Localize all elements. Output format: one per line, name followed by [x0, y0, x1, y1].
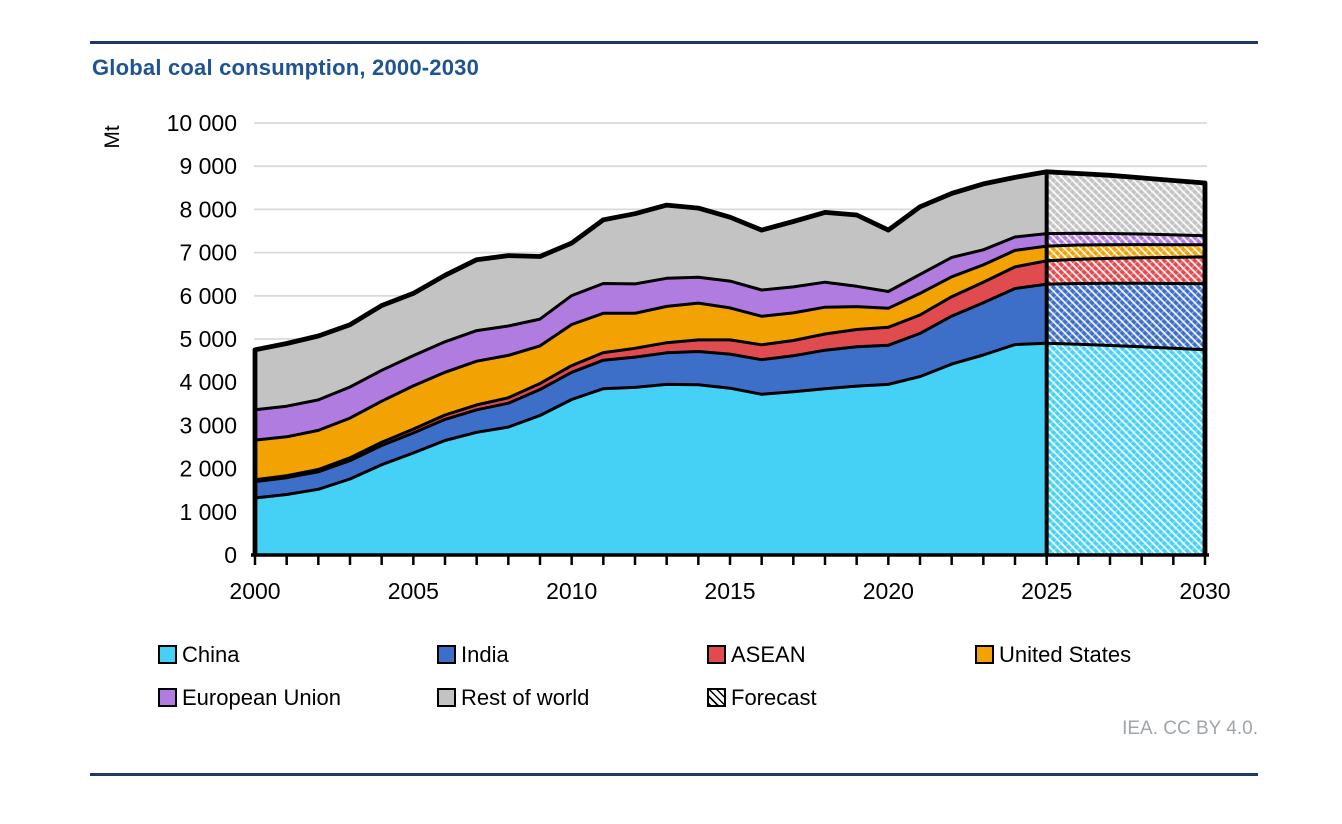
x-tick-label: 2000	[229, 578, 280, 604]
legend-color-swatch-icon	[437, 688, 456, 707]
y-tick-label: 6 000	[179, 283, 237, 309]
x-tick-label: 2020	[863, 578, 914, 604]
area-rest-of-world	[255, 171, 1205, 410]
y-tick-label: 4 000	[179, 369, 237, 395]
y-tick-label: 9 000	[179, 153, 237, 179]
total-outline	[252, 169, 1208, 555]
band-boundary-lines	[252, 169, 1208, 555]
y-tick-label: 1 000	[179, 499, 237, 525]
legend-label: ASEAN	[731, 641, 806, 667]
x-tick-label: 2015	[704, 578, 755, 604]
y-tick-label: 3 000	[179, 412, 237, 438]
license-credit: IEA. CC BY 4.0.	[1122, 718, 1258, 739]
legend-item-rest-of-world: Rest of world	[437, 685, 707, 711]
y-tick-label: 10 000	[167, 110, 237, 136]
y-tick-label: 0	[224, 542, 237, 568]
legend-item-european-union: European Union	[158, 685, 437, 711]
legend-label: European Union	[182, 684, 342, 710]
x-tick-label: 2010	[546, 578, 597, 604]
axis-labels: 0 1 000 2 000 3 000 4 000 5 000 6 000 7 000 8 00…	[101, 110, 1231, 604]
legend-label: India	[461, 641, 509, 667]
bottom-divider-rule	[90, 773, 1258, 776]
forecast-hatch	[1046, 171, 1205, 556]
legend-color-swatch-icon	[158, 688, 177, 707]
legend-label: United States	[999, 641, 1132, 667]
y-tick-label: 5 000	[179, 326, 237, 352]
top-divider-rule	[90, 41, 1258, 44]
legend-item-asean: ASEAN	[707, 642, 975, 668]
legend-item-united-states: United States	[975, 642, 1131, 668]
y-tick-label: 2 000	[179, 456, 237, 482]
x-tick-label: 2005	[388, 578, 439, 604]
axes	[251, 553, 1209, 565]
area-india	[255, 283, 1205, 498]
legend-label: Rest of world	[461, 684, 590, 710]
x-tick-label: 2025	[1021, 578, 1072, 604]
page-title: Global coal consumption, 2000-2030	[92, 55, 480, 80]
forecast-hatch-overlay	[1046, 171, 1205, 556]
legend-item-forecast: Forecast	[707, 685, 975, 711]
legend-color-swatch-icon	[158, 645, 177, 664]
forecast-hatch-swatch-icon	[707, 688, 726, 707]
y-axis-unit-label: Mt	[101, 125, 124, 148]
legend-color-swatch-icon	[707, 645, 726, 664]
legend-label: China	[182, 641, 240, 667]
x-tick-label: 2030	[1179, 578, 1230, 604]
y-tick-label: 7 000	[179, 240, 237, 266]
legend-item-india: India	[437, 642, 707, 668]
legend-color-swatch-icon	[437, 645, 456, 664]
legend-item-china: China	[158, 642, 437, 668]
legend-label: Forecast	[731, 684, 817, 710]
y-tick-label: 8 000	[179, 196, 237, 222]
chart-legend: China India ASEAN United States European Uni…	[158, 633, 1131, 719]
legend-color-swatch-icon	[975, 645, 994, 664]
area-china	[255, 343, 1205, 555]
